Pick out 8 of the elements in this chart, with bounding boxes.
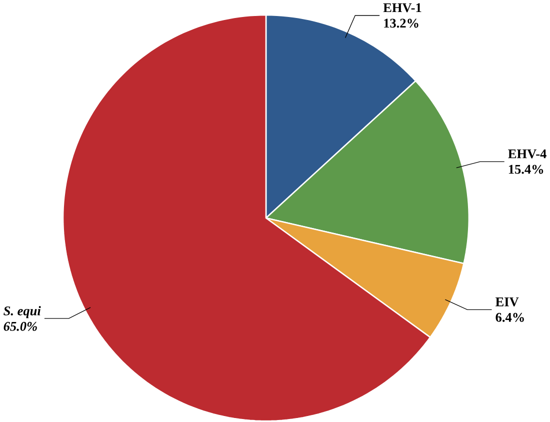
data-label: 65.0% (4, 322, 37, 332)
data-label: 6.4% (496, 313, 524, 322)
slice-label: EIV (496, 298, 519, 307)
slice-label: EHV-4 (508, 150, 546, 159)
slice-label: S. equi (4, 306, 41, 318)
data-label: 13.2% (384, 18, 418, 28)
slice-label: EHV-1 (383, 3, 422, 12)
data-label: 15.4% (508, 164, 544, 174)
